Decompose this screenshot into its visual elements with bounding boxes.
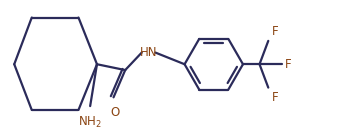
- Text: HN: HN: [140, 46, 157, 59]
- Text: F: F: [272, 25, 279, 38]
- Text: F: F: [285, 58, 291, 71]
- Text: NH$_2$: NH$_2$: [78, 115, 102, 130]
- Text: F: F: [272, 91, 279, 103]
- Text: O: O: [111, 106, 120, 119]
